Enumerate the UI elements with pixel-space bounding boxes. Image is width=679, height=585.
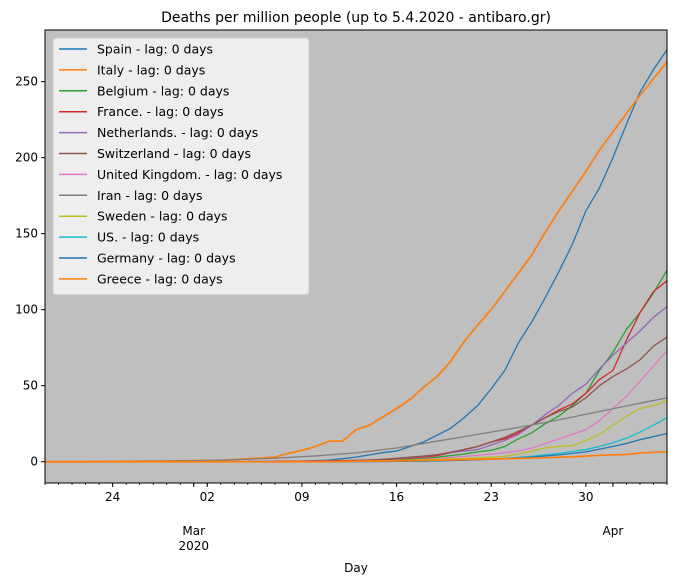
series-line-6 (44, 336, 668, 463)
x-year-label: 2020 (178, 539, 209, 553)
series-line-1 (44, 49, 668, 463)
x-tick-label: 02 (200, 490, 215, 504)
y-tick-label: 200 (15, 151, 38, 165)
legend-entry: France. - lag: 0 days (97, 104, 224, 119)
legend-entry: Switzerland - lag: 0 days (97, 146, 251, 161)
x-tick-label: 24 (105, 490, 120, 504)
y-axis: 0 50 100 150 200 250 (15, 75, 45, 469)
y-tick-label: 150 (15, 227, 38, 241)
y-tick-label: 100 (15, 303, 38, 317)
series-line-3 (44, 269, 668, 463)
series-layer (44, 49, 668, 463)
legend-entry: Italy - lag: 0 days (97, 62, 205, 77)
legend-entry: Spain - lag: 0 days (97, 42, 213, 57)
legend-entry: US. - lag: 0 days (97, 230, 199, 245)
x-month-label: Apr (603, 524, 624, 538)
x-tick-label: 30 (578, 490, 593, 504)
x-month-label: Mar (182, 524, 205, 538)
x-tick-label: 16 (389, 490, 404, 504)
legend-entry: Germany - lag: 0 days (97, 251, 236, 266)
series-line-12 (44, 450, 668, 463)
y-tick-label: 250 (15, 75, 38, 89)
legend-entry: United Kingdom. - lag: 0 days (97, 167, 282, 182)
chart-title: Deaths per million people (up to 5.4.202… (161, 10, 551, 26)
legend: Spain - lag: 0 days Italy - lag: 0 days Be… (52, 37, 310, 296)
legend-box (52, 37, 310, 296)
legend-entry: Sweden - lag: 0 days (97, 209, 228, 224)
x-axis-label: Day (344, 561, 368, 575)
y-tick-label: 0 (30, 455, 38, 469)
y-tick-label: 50 (23, 379, 38, 393)
legend-entry: Belgium - lag: 0 days (97, 83, 229, 98)
x-tick-label: 23 (484, 490, 499, 504)
x-tick-label: 09 (294, 490, 309, 504)
legend-entry: Netherlands. - lag: 0 days (97, 125, 258, 140)
legend-entry: Greece - lag: 0 days (97, 271, 223, 286)
legend-entry: Iran - lag: 0 days (97, 188, 203, 203)
